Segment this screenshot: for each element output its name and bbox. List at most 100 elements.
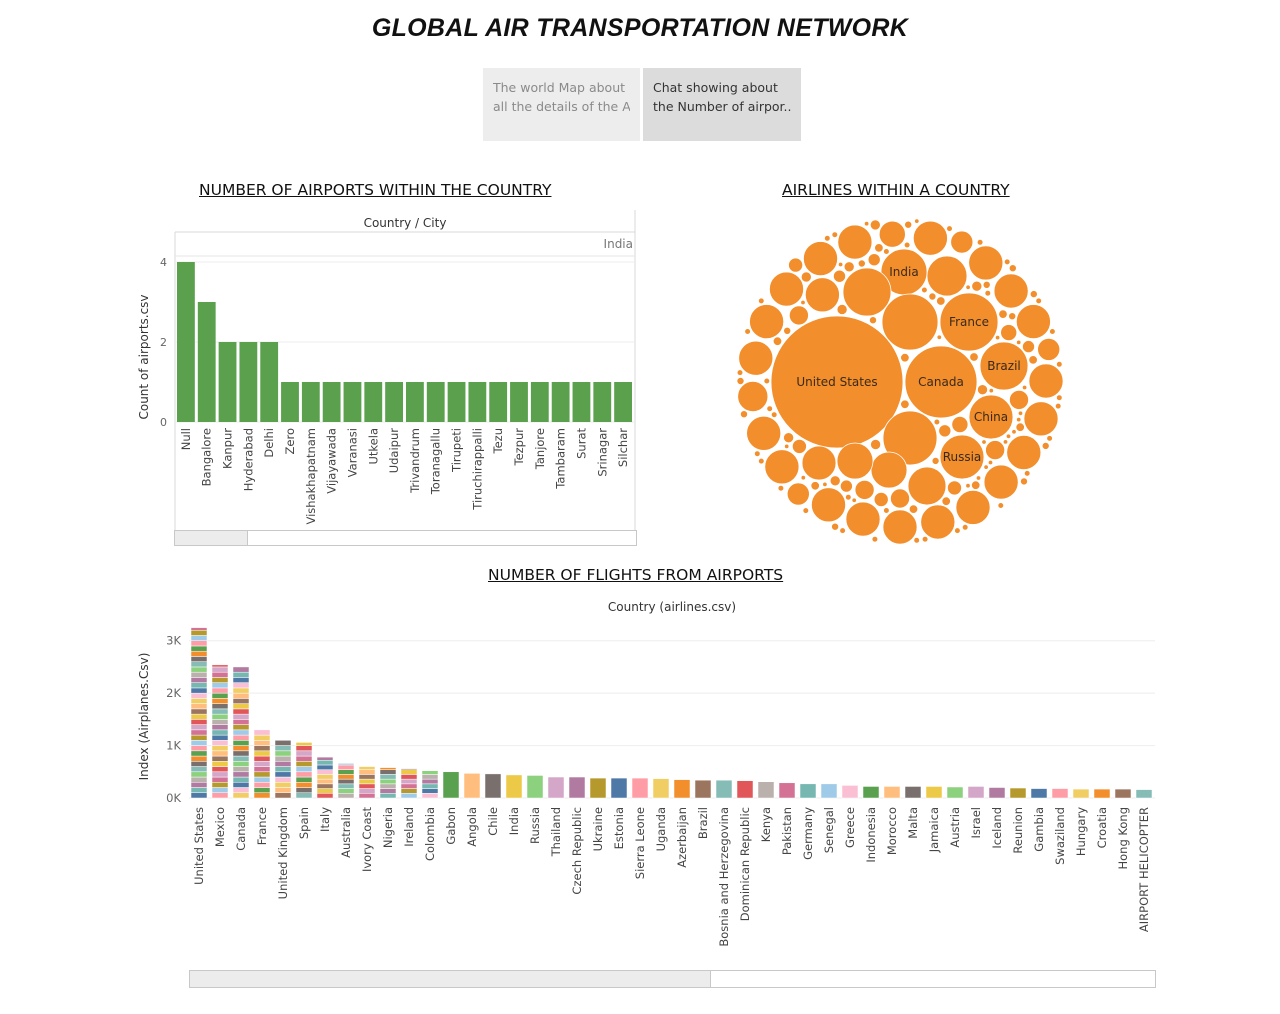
airline-bubble (736, 369, 744, 376)
airline-bubble (800, 475, 806, 481)
flights-bar-segment (547, 776, 565, 799)
airline-bubble (1041, 442, 1050, 450)
flights-bar-segment (211, 708, 229, 715)
tab-airports-chart[interactable]: Chat showing about the Number of airpor.… (643, 68, 801, 141)
flights-bar-segment (211, 787, 229, 794)
flights-bar-segment (211, 792, 229, 799)
airline-bubble (763, 377, 770, 385)
airports-bar (260, 342, 279, 422)
airline-bubble (950, 230, 974, 254)
airline-bubble (979, 341, 1029, 391)
tab-world-map[interactable]: The world Map about all the details of t… (483, 68, 640, 141)
tab-airports-chart-line2: the Number of airpor.. (653, 99, 791, 114)
airline-bubble (965, 284, 971, 290)
flights-bar-segment (904, 786, 922, 799)
airline-bubble (858, 259, 866, 268)
flights-bar-segment (673, 779, 691, 799)
flights-bar-segment (295, 742, 313, 746)
airports-bar (177, 262, 195, 422)
flights-bar-segment (421, 770, 439, 775)
flights-bar-segment (316, 774, 334, 780)
airports-x-tick: Tirupeti (450, 428, 464, 473)
airline-bubble (941, 496, 951, 506)
flights-bar-segment (232, 677, 250, 683)
flights-bar-segment (421, 793, 439, 799)
flights-x-tick: France (255, 807, 269, 845)
flights-bar-segment (211, 766, 229, 773)
airports-scroll-thumb[interactable] (175, 531, 248, 545)
airline-bubble (824, 235, 831, 242)
flights-bar-segment (505, 774, 523, 799)
flights-x-tick: Ireland (402, 807, 416, 847)
flights-bar-segment (316, 764, 334, 770)
flights-bar-segment (253, 729, 271, 736)
flights-bar-segment (337, 778, 355, 785)
airports-bar (239, 342, 258, 422)
flights-bar-segment (190, 734, 208, 741)
airline-bubble (736, 377, 745, 385)
flights-bar-segment (211, 745, 229, 752)
flights-y-tick: 3K (166, 634, 181, 648)
airline-bubble (984, 290, 991, 297)
flights-y-tick: 0K (166, 791, 181, 805)
flights-bar-segment (799, 783, 817, 799)
flights-scroll-thumb[interactable] (190, 971, 711, 987)
airports-x-tick: Vishakhapatnam (304, 428, 318, 525)
flights-bar-segment (190, 745, 208, 752)
flights-bar-segment (232, 734, 250, 741)
airports-x-tick: Tanjore (533, 428, 547, 470)
airline-bubble (936, 296, 946, 306)
flights-x-tick: Spain (297, 807, 311, 839)
airline-bubble (802, 507, 809, 514)
airline-bubble (831, 231, 838, 238)
flights-bar-segment (736, 780, 754, 799)
flights-bar-segment (295, 761, 313, 767)
flights-bar-segment (232, 740, 250, 746)
flights-bar-segment (379, 767, 397, 770)
airline-bubble (803, 241, 838, 276)
airline-bubble (811, 487, 846, 523)
flights-x-tick: United Kingdom (276, 807, 290, 899)
flights-bar-segment (253, 787, 271, 794)
flights-bar-segment (190, 629, 208, 636)
airline-bubble-label: Canada (918, 375, 964, 389)
flights-bar-segment (232, 724, 250, 731)
airline-bubble (738, 340, 774, 376)
airline-bubble (851, 497, 857, 503)
flights-bar-segment (211, 713, 229, 720)
airline-bubble (788, 257, 803, 273)
flights-x-tick: Reunion (1011, 807, 1025, 854)
flights-bar-segment (400, 788, 418, 794)
airports-scrollbar[interactable] (174, 530, 637, 546)
flights-bar-segment (820, 783, 838, 799)
flights-bar-segment (274, 750, 292, 757)
flights-x-tick: Azerbaijan (675, 807, 689, 868)
flights-bar-segment (337, 788, 355, 794)
flights-bar-segment (400, 778, 418, 785)
flights-x-tick: Gabon (444, 807, 458, 845)
flights-x-tick: Chile (486, 807, 500, 836)
flights-bar-segment (253, 734, 271, 741)
flights-bar-segment (988, 787, 1006, 799)
flights-scrollbar[interactable] (189, 970, 1156, 988)
flights-bar-segment (400, 768, 418, 770)
airline-bubble (870, 219, 881, 231)
flights-bar-segment (337, 763, 355, 766)
flights-bar-segment (295, 792, 313, 799)
airline-bubble (840, 479, 853, 493)
airline-bubble (1023, 401, 1059, 437)
airports-x-tick: Tambaram (554, 428, 568, 490)
airline-bubble-label: China (974, 410, 1008, 424)
airline-bubble (928, 292, 937, 301)
airline-bubble (783, 432, 794, 443)
airports-bar (281, 382, 299, 422)
flights-bar-segment (211, 703, 229, 710)
airline-bubble (810, 481, 820, 491)
airline-bubble (907, 466, 947, 506)
airline-bubble (831, 522, 839, 531)
flights-bar-segment (295, 782, 313, 788)
airline-bubble (922, 536, 929, 543)
airports-x-tick: Udaipur (387, 428, 401, 474)
airline-bubble (939, 434, 985, 480)
airline-bubble (881, 293, 939, 351)
